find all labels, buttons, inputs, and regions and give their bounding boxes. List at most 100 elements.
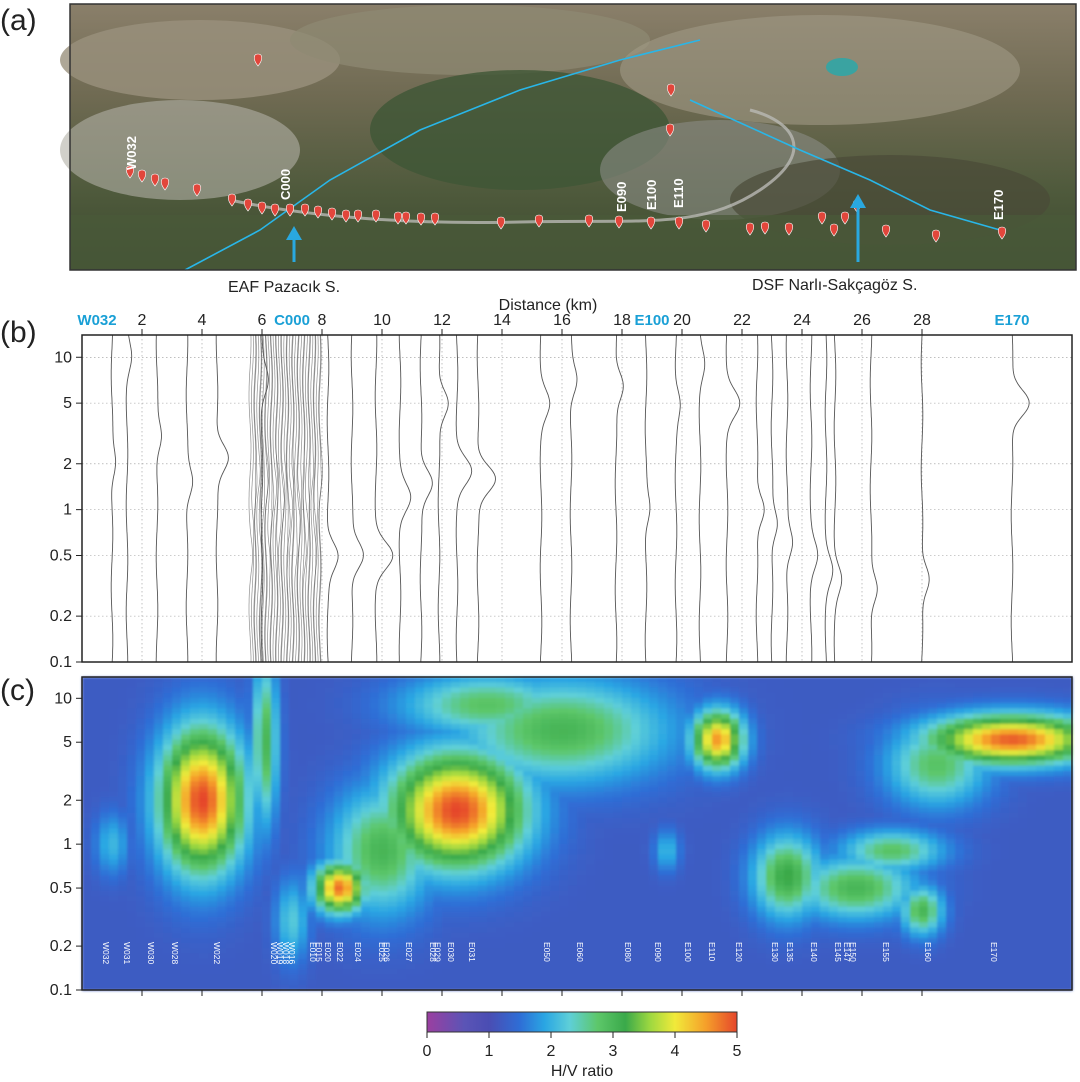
heatmap-cell (577, 828, 587, 835)
heatmap-cell (406, 932, 416, 939)
heatmap-cell (91, 932, 101, 939)
heatmap-cell (622, 770, 632, 777)
heatmap-cell (127, 739, 137, 746)
heatmap-cell (496, 796, 506, 803)
heatmap-cell (262, 687, 272, 694)
heatmap-cell (334, 979, 344, 986)
heatmap-cell (289, 760, 299, 767)
heatmap-cell (442, 765, 452, 772)
heatmap-cell (532, 750, 542, 756)
heatmap-cell (388, 723, 398, 730)
heatmap-cell (451, 739, 461, 746)
heatmap-cell (325, 974, 335, 981)
heatmap-cell (163, 828, 173, 835)
heatmap-cell (424, 896, 434, 902)
heatmap-cell (460, 739, 470, 746)
heatmap-cell (604, 870, 614, 876)
heatmap-cell (91, 765, 101, 772)
heatmap-cell (460, 838, 470, 845)
heatmap-cell (343, 718, 353, 725)
heatmap-cell (793, 849, 803, 855)
heatmap-cell (523, 770, 533, 777)
heatmap-cell (370, 963, 380, 970)
heatmap-cell (505, 859, 515, 866)
heatmap-cell (676, 880, 686, 887)
heatmap-cell (748, 817, 758, 824)
heatmap-cell (433, 755, 443, 762)
heatmap-cell (631, 849, 641, 855)
heatmap-cell (532, 885, 542, 892)
heatmap-cell (685, 807, 695, 814)
heatmap-cell (721, 984, 731, 991)
heatmap-cell (703, 812, 713, 819)
heatmap-cell (442, 974, 452, 981)
heatmap-cell (595, 948, 605, 955)
heatmap-cell (793, 823, 803, 829)
heatmap-cell (253, 791, 263, 798)
heatmap-cell (325, 922, 335, 928)
heatmap-cell (469, 817, 479, 824)
heatmap-cell (199, 755, 209, 762)
heatmap-cell (343, 807, 353, 814)
heatmap-cell (199, 697, 209, 704)
heatmap-cell (451, 932, 461, 939)
heatmap-cell (559, 776, 569, 782)
heatmap-cell (181, 796, 191, 803)
heatmap-cell (442, 943, 452, 949)
heatmap-cell (298, 953, 308, 960)
heatmap-cell (271, 864, 281, 871)
heatmap-cell (748, 744, 758, 751)
heatmap-cell (541, 849, 551, 855)
heatmap-cell (793, 708, 803, 715)
heatmap-cell (163, 781, 173, 788)
heatmap-cell (415, 901, 425, 908)
heatmap-cell (505, 984, 515, 991)
heatmap-cell (523, 875, 533, 882)
heatmap-cell (757, 937, 767, 944)
heatmap-cell (217, 703, 227, 709)
heatmap-cell (757, 807, 767, 814)
heatmap-cell (118, 750, 128, 756)
heatmap-cell (316, 906, 326, 913)
heatmap-cell (226, 734, 236, 741)
heatmap-cell (784, 734, 794, 741)
heatmap-cell (388, 697, 398, 704)
heatmap-cell (334, 937, 344, 944)
heatmap-cell (298, 817, 308, 824)
heatmap-cell (523, 880, 533, 887)
heatmap-cell (586, 807, 596, 814)
heatmap-cell (388, 979, 398, 986)
heatmap-cell (784, 896, 794, 902)
heatmap-cell (109, 885, 119, 892)
heatmap-cell (586, 739, 596, 746)
heatmap-cell (235, 807, 245, 814)
heatmap-cell (730, 937, 740, 944)
heatmap-cell (226, 718, 236, 725)
heatmap-cell (100, 770, 110, 777)
heatmap-cell (208, 713, 218, 720)
heatmap-cell (784, 786, 794, 793)
heatmap-cell (676, 927, 686, 934)
heatmap-cell (640, 849, 650, 855)
heatmap-cell (487, 880, 497, 887)
heatmap-cell (325, 916, 335, 923)
heatmap-cell (280, 833, 290, 840)
heatmap-cell (415, 776, 425, 782)
heatmap-cell (496, 864, 506, 871)
heatmap-cell (262, 854, 272, 861)
heatmap-cell (271, 937, 281, 944)
heatmap-cell (82, 870, 92, 876)
heatmap-cell (91, 896, 101, 902)
heatmap-cell (181, 880, 191, 887)
heatmap-cell (208, 963, 218, 970)
heatmap-cell (532, 843, 542, 850)
heatmap-cell (613, 687, 623, 694)
heatmap-cell (307, 963, 317, 970)
heatmap-cell (136, 697, 146, 704)
heatmap-cell (343, 916, 353, 923)
heatmap-cell (496, 697, 506, 704)
heatmap-cell (100, 870, 110, 876)
heatmap-cell (136, 916, 146, 923)
heatmap-cell (316, 718, 326, 725)
heatmap-cell (199, 796, 209, 803)
